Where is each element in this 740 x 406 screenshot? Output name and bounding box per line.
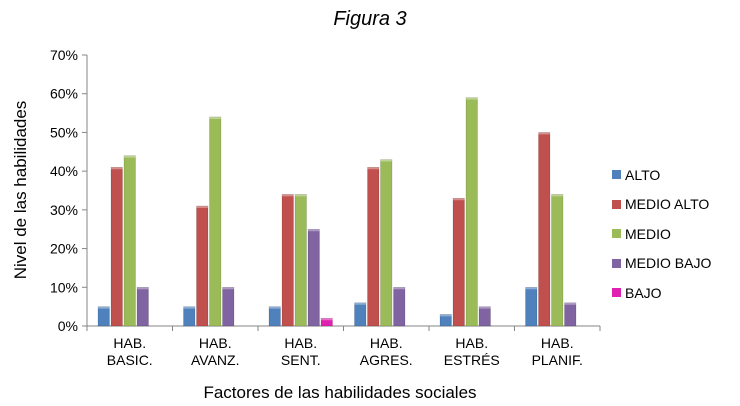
bar-highlight — [308, 229, 320, 232]
x-tick-label: HAB. AVANZ. — [191, 335, 240, 368]
legend-label: MEDIO ALTO — [625, 196, 710, 213]
bar-medio-alto — [367, 167, 380, 327]
legend-item: ALTO — [612, 160, 711, 190]
bar-medio-bajo — [136, 287, 149, 327]
legend-label: BAJO — [625, 284, 662, 301]
bar-medio-bajo — [393, 287, 406, 327]
bar-highlight — [124, 155, 136, 158]
chart-legend: ALTO MEDIO ALTO MEDIO MEDIO BAJO BAJO — [612, 160, 711, 308]
bar-medio-alto — [196, 205, 209, 327]
bar-highlight — [564, 302, 576, 305]
bar-alto — [268, 306, 281, 327]
legend-label: MEDIO BAJO — [625, 255, 712, 272]
y-axis-title: Nivel de las habilidades — [11, 101, 30, 280]
bar-medio-alto — [281, 194, 294, 327]
legend-swatch — [612, 170, 621, 180]
legend-swatch — [612, 288, 621, 298]
bar-highlight — [525, 287, 537, 290]
bar-medio — [465, 97, 478, 327]
bar-medio — [209, 116, 222, 327]
bar-highlight — [111, 167, 123, 170]
bar-highlight — [209, 116, 221, 119]
bar-medio-alto — [110, 167, 123, 327]
legend-item: MEDIO — [612, 219, 711, 249]
bar-alto — [97, 306, 110, 327]
y-tick-label: 60% — [50, 86, 78, 102]
bar-highlight — [479, 306, 491, 309]
bar-highlight — [393, 287, 405, 290]
x-tick-label: HAB. PLANIF. — [532, 335, 583, 368]
bar-medio-bajo — [222, 287, 235, 327]
legend-swatch — [612, 258, 621, 268]
y-tick-label: 30% — [50, 202, 78, 218]
x-tick-label: HAB. AGRES. — [360, 335, 413, 368]
bar-highlight — [98, 306, 110, 309]
y-tick-label: 0% — [58, 318, 78, 334]
bar-highlight — [367, 167, 379, 170]
y-tick-label: 10% — [50, 279, 78, 295]
x-axis-title: Factores de las habilidades sociales — [203, 383, 476, 402]
bar-highlight — [269, 306, 281, 309]
bar-highlight — [466, 97, 478, 100]
y-tick-label: 50% — [50, 124, 78, 140]
bar-alto — [439, 314, 452, 327]
x-tick-label: HAB. BASIC. — [107, 335, 153, 368]
legend-label: MEDIO — [625, 225, 671, 242]
bar-medio — [380, 159, 393, 327]
bar-medio-bajo — [307, 228, 320, 327]
bar-medio — [123, 155, 136, 327]
bar-alto — [183, 306, 196, 327]
y-tick-label: 70% — [50, 47, 78, 63]
legend-swatch — [612, 229, 621, 239]
bar-medio-bajo — [564, 302, 577, 327]
bar-alto — [354, 302, 367, 327]
x-tick-label: HAB. SENT. — [281, 335, 321, 368]
bar-medio-alto — [452, 197, 465, 327]
bar-highlight — [453, 198, 465, 201]
chart-title: Figura 3 — [333, 8, 407, 30]
bar-medio — [294, 194, 307, 327]
bar-highlight — [183, 306, 195, 309]
bar-highlight — [380, 159, 392, 162]
bar-highlight — [551, 194, 563, 197]
legend-swatch — [612, 199, 621, 209]
y-tick-label: 40% — [50, 163, 78, 179]
bar-highlight — [295, 194, 307, 197]
bar-highlight — [321, 318, 333, 321]
legend-label: ALTO — [625, 166, 661, 183]
bar-highlight — [137, 287, 149, 290]
x-tick-label: HAB. ESTRÉS — [444, 335, 500, 368]
bar-medio — [551, 194, 564, 327]
legend-item: BAJO — [612, 278, 711, 308]
legend-item: MEDIO ALTO — [612, 190, 711, 220]
bar-bajo — [320, 318, 333, 327]
bar-highlight — [440, 314, 452, 317]
bar-highlight — [222, 287, 234, 290]
bar-alto — [525, 287, 538, 327]
legend-item: MEDIO BAJO — [612, 249, 711, 279]
bar-highlight — [196, 205, 208, 208]
bar-highlight — [538, 132, 550, 135]
bar-highlight — [354, 302, 366, 305]
bar-medio-alto — [538, 132, 551, 327]
bar-medio-bajo — [478, 306, 491, 327]
bar-highlight — [282, 194, 294, 197]
y-tick-label: 20% — [50, 241, 78, 257]
